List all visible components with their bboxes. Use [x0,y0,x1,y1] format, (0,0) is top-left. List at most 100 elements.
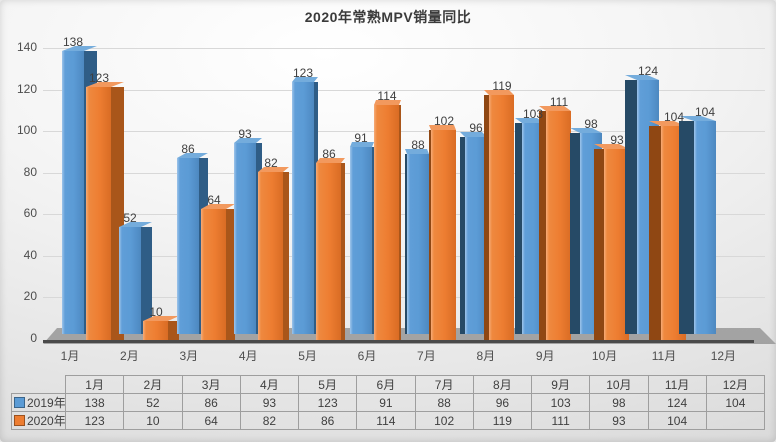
table-value-cell: 10 [123,411,183,430]
table-header-cell: 8月 [472,375,533,394]
bar-2020年-11月 [649,126,686,342]
bar-side-face [570,133,580,334]
bar-side-face [226,209,235,342]
bar-side-face [168,321,179,342]
x-axis-category-label: 2月 [120,349,139,363]
data-label: 111 [549,95,569,109]
bar-front-face [119,227,141,334]
bar-2019年-12月 [679,121,716,334]
bar-front-face [694,121,716,334]
table-value-cell: 124 [647,393,707,412]
table-value-cell: 52 [123,393,183,412]
bar-top-face [625,75,659,80]
bar-side-face [539,111,546,342]
x-axis-category-label: 5月 [298,349,317,363]
bar-side-face [341,163,345,342]
data-label: 102 [433,114,455,128]
data-label: 96 [469,121,483,135]
gridline [43,297,765,299]
bar-side-face [405,154,407,334]
bar-top-face [484,90,514,95]
bar-front-face [143,321,168,342]
bar-front-face [86,87,111,342]
data-label: 104 [663,110,685,124]
bar-2019年-2月 [119,227,152,334]
y-axis-tick-label: 40 [23,247,37,262]
bar-front-face [431,130,456,342]
bar-top-face [515,118,544,123]
y-axis-tick-label: 20 [23,289,37,304]
table-value-cell: 64 [181,411,241,430]
gridline [43,131,765,133]
y-axis-tick-label: 80 [23,164,37,179]
bar-top-face [62,46,97,51]
bar-top-face [429,125,456,130]
bar-front-face [177,158,199,334]
bar-side-face [594,149,604,342]
y-axis-tick-label: 100 [16,123,37,138]
table-value-cell: 93 [239,393,300,412]
bar-front-face [350,147,372,334]
data-label: 103 [522,107,544,121]
data-label: 91 [354,131,368,145]
x-axis-category-label: 7月 [417,349,436,363]
bar-top-face [539,106,571,111]
bar-front-face [522,123,544,334]
table-value-cell: 104 [705,393,766,412]
bar-side-face [679,121,694,334]
bar-front-face [234,143,256,334]
table-header-cell: 4月 [239,375,300,394]
table-header-cell: 5月 [297,375,358,394]
bar-top-face [594,144,629,149]
table-value-cell: 91 [356,393,416,412]
table-value-cell: 138 [64,393,125,412]
bar-top-face [201,204,235,209]
table-value-cell: 111 [530,411,591,430]
bar-2019年-8月 [460,137,487,334]
table-value-cell: 82 [239,411,300,430]
table-header-cell: 10月 [589,375,649,394]
bar-front-face [489,95,514,342]
gridline [43,214,765,216]
table-header-cell: 1月 [64,375,125,394]
bar-top-face [258,167,289,172]
bar-front-face [258,172,283,342]
bar-top-face [570,128,602,133]
bar-top-face [234,138,262,143]
data-label: 64 [207,193,221,207]
table-value-cell: 88 [414,393,474,412]
bar-front-face [201,209,226,342]
x-axis-category-label: 6月 [357,349,377,363]
bar-2019年-5月 [292,82,318,334]
bar-2020年-5月 [316,163,345,342]
x-axis-line [43,340,754,343]
bar-front-face [407,154,429,334]
data-label: 82 [264,156,278,170]
table-value-cell: 102 [414,411,474,430]
bar-front-face [465,137,487,334]
table-header-cell: 9月 [530,375,591,394]
data-label: 10 [149,305,163,319]
table-value-cell: 93 [589,411,649,430]
legend-swatch-icon [14,397,25,408]
bar-front-face [62,51,84,334]
bar-top-face [460,132,487,137]
data-label: 93 [238,127,252,141]
bar-side-face [372,147,374,334]
gridline [43,172,765,174]
x-axis-category-label: 3月 [179,349,199,363]
bar-side-face [625,80,637,334]
bar-2019年-9月 [515,123,544,334]
bar-top-face [649,121,686,126]
data-label: 119 [492,79,512,93]
table-header-cell: 3月 [181,375,241,394]
bar-front-face [316,163,341,342]
data-label: 104 [694,105,716,119]
bar-top-face [405,149,429,154]
data-label: 86 [181,142,195,156]
data-label: 98 [584,117,598,131]
bar-top-face [350,142,374,147]
bar-front-face [374,105,399,342]
bar-side-face [649,126,661,342]
